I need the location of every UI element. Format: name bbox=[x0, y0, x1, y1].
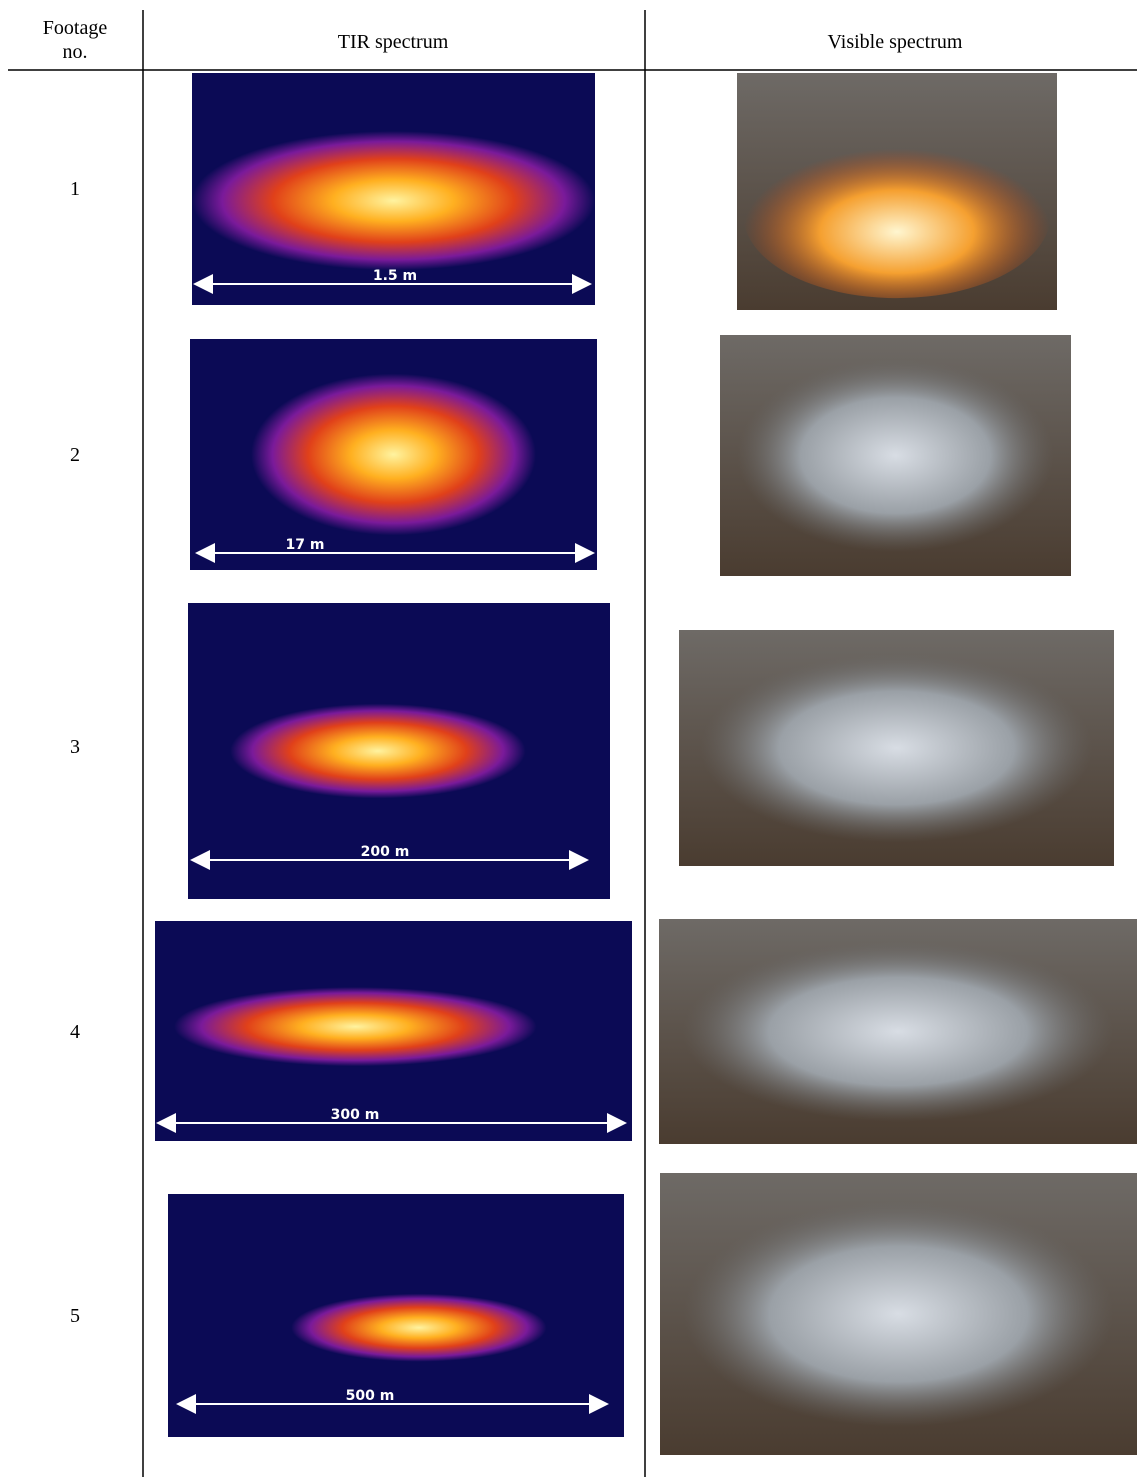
flame bbox=[743, 132, 1050, 298]
smoke bbox=[683, 942, 1113, 1122]
scale-label: 1.5 m bbox=[373, 268, 417, 284]
scale-label: 300 m bbox=[331, 1107, 380, 1123]
footage-number: 2 bbox=[55, 444, 95, 467]
scale-label: 17 m bbox=[286, 537, 325, 553]
tir-hotspot bbox=[192, 131, 595, 270]
footage-number: 3 bbox=[55, 736, 95, 759]
tir-hotspot bbox=[230, 704, 525, 799]
header-cell: Footage no. bbox=[35, 16, 115, 64]
smoke bbox=[701, 654, 1093, 843]
footage-number: 1 bbox=[55, 178, 95, 201]
header-cell: Visible spectrum bbox=[795, 30, 995, 54]
footage-number: 5 bbox=[55, 1305, 95, 1328]
smoke bbox=[738, 359, 1054, 552]
table-graphics: 1.5 m 17 m 200 m 300 m 500 m bbox=[0, 0, 1137, 1477]
scale-label: 500 m bbox=[346, 1388, 395, 1404]
scale-label: 200 m bbox=[361, 844, 410, 860]
tir-hotspot bbox=[251, 374, 536, 536]
page: 1.5 m 17 m 200 m 300 m 500 m Footage no. TIR… bbox=[0, 0, 1137, 1477]
tir-hotspot bbox=[174, 987, 537, 1066]
smoke bbox=[684, 1201, 1113, 1427]
header-cell: TIR spectrum bbox=[293, 30, 493, 54]
footage-number: 4 bbox=[55, 1021, 95, 1044]
tir-hotspot bbox=[291, 1294, 546, 1362]
